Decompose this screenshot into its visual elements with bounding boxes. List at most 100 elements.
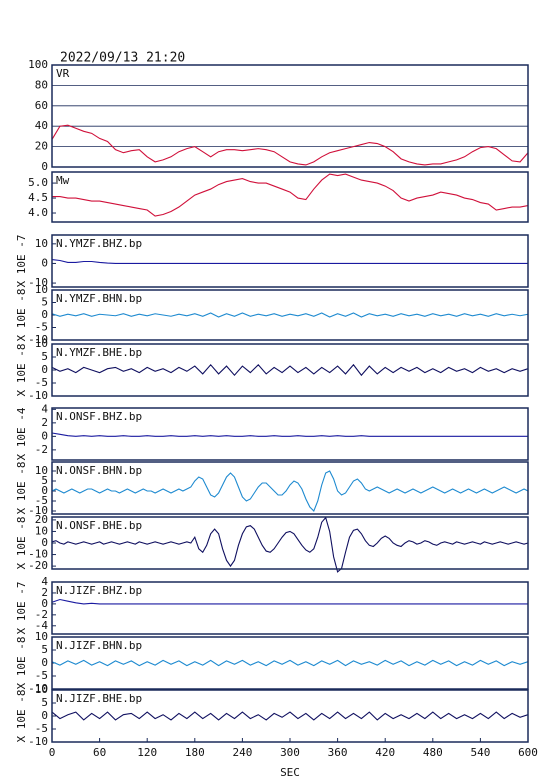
chart-title: 2022/09/13 21:20 xyxy=(60,51,185,66)
panel-label: N.ONSF.BHN.bp xyxy=(56,464,142,477)
x-tick-label: 540 xyxy=(470,746,490,759)
y-tick-label: 10 xyxy=(35,283,48,296)
trace xyxy=(51,470,529,512)
panel-label: N.YMZF.BHE.bp xyxy=(56,346,142,359)
y-tick-label: 10 xyxy=(35,683,48,696)
panel-frame xyxy=(51,581,529,635)
y-tick-label: 10 xyxy=(35,237,48,250)
y-tick-label: 2 xyxy=(41,416,48,429)
y-tick-label: -10 xyxy=(28,735,48,748)
x-tick-label: 180 xyxy=(185,746,205,759)
y-tick-label: 5.0 xyxy=(28,176,48,189)
y-axis-label: X 10E -4 xyxy=(15,407,28,460)
x-tick-label: 0 xyxy=(49,746,56,759)
x-tick-label: 600 xyxy=(518,746,538,759)
x-tick-label: 60 xyxy=(93,746,106,759)
panel-frame xyxy=(51,289,529,341)
panel-frame xyxy=(51,407,529,461)
y-axis-label: X 10E -8 xyxy=(15,462,28,515)
trace xyxy=(51,363,529,377)
y-axis-label: X 10E -8 xyxy=(15,637,28,690)
y-tick-label: 60 xyxy=(35,99,48,112)
x-tick-label: 360 xyxy=(328,746,348,759)
y-tick-label: 2 xyxy=(41,586,48,599)
panel-label: N.JIZF.BHZ.bp xyxy=(56,584,142,597)
panel-label: VR xyxy=(56,67,70,80)
y-tick-label: -5 xyxy=(35,376,48,389)
trace xyxy=(52,173,529,217)
panel-frame xyxy=(51,343,529,397)
y-axis-label: X 10E -8 xyxy=(15,517,28,570)
panel-frame xyxy=(51,636,529,690)
y-axis-label: X 10E -8 xyxy=(15,690,28,743)
y-tick-label: 20 xyxy=(35,513,48,526)
panel-frame xyxy=(51,461,529,515)
y-tick-label: -10 xyxy=(28,276,48,289)
y-tick-label: 5 xyxy=(41,296,48,309)
y-tick-label: 0 xyxy=(41,308,48,321)
trace xyxy=(51,124,529,166)
y-tick-label: -5 xyxy=(35,722,48,735)
y-tick-label: 10 xyxy=(35,630,48,643)
y-tick-label: -2 xyxy=(35,608,48,621)
y-axis-label: X 10E -7 xyxy=(15,582,28,635)
y-axis-label: X 10E -7 xyxy=(15,235,28,288)
trace xyxy=(51,258,528,264)
y-tick-label: -20 xyxy=(28,559,48,572)
y-tick-label: -10 xyxy=(28,682,48,695)
y-tick-label: 0 xyxy=(41,656,48,669)
y-tick-label: -10 xyxy=(28,548,48,561)
trace xyxy=(51,598,528,605)
y-tick-label: 20 xyxy=(35,140,48,153)
x-tick-label: 420 xyxy=(375,746,395,759)
panel-label: N.JIZF.BHN.bp xyxy=(56,639,142,652)
panel-label: N.ONSF.BHZ.bp xyxy=(56,410,142,423)
panel-label: N.ONSF.BHE.bp xyxy=(56,519,142,532)
panel-frame xyxy=(51,234,529,288)
y-tick-label: 4 xyxy=(41,402,48,415)
y-tick-label: 5 xyxy=(41,474,48,487)
y-tick-label: 0 xyxy=(41,597,48,610)
y-tick-label: 4.5 xyxy=(28,191,48,204)
y-tick-label: 0 xyxy=(41,484,48,497)
trace xyxy=(51,432,528,437)
y-tick-label: 10 xyxy=(35,337,48,350)
y-tick-label: 0 xyxy=(41,536,48,549)
y-axis-label: X 10E -8 xyxy=(15,289,28,342)
x-tick-label: 300 xyxy=(280,746,300,759)
y-tick-label: 40 xyxy=(35,119,48,132)
x-tick-label: 240 xyxy=(232,746,252,759)
y-tick-label: 0 xyxy=(41,256,48,269)
y-tick-label: 5 xyxy=(41,350,48,363)
y-axis-label: X 10E -8 xyxy=(15,344,28,397)
y-tick-label: 4 xyxy=(41,575,48,588)
y-tick-label: 0 xyxy=(41,429,48,442)
y-tick-label: -5 xyxy=(35,494,48,507)
panel-label: Mw xyxy=(56,174,70,187)
panel-frame xyxy=(51,171,529,223)
y-tick-label: -10 xyxy=(28,389,48,402)
panel-label: N.YMZF.BHZ.bp xyxy=(56,237,142,250)
x-axis-label: SEC xyxy=(280,766,300,779)
y-tick-label: 0 xyxy=(41,363,48,376)
trace xyxy=(51,516,529,573)
trace xyxy=(51,659,529,667)
trace xyxy=(51,711,529,721)
y-tick-label: -5 xyxy=(35,321,48,334)
y-tick-label: -4 xyxy=(35,619,49,632)
panel-label: N.JIZF.BHE.bp xyxy=(56,692,142,705)
y-tick-label: -10 xyxy=(28,333,48,346)
panel-frame xyxy=(51,64,529,168)
y-tick-label: -5 xyxy=(35,669,48,682)
panel-label: N.YMZF.BHN.bp xyxy=(56,292,142,305)
y-tick-label: 5 xyxy=(41,696,48,709)
trace xyxy=(51,312,529,318)
y-tick-label: 5 xyxy=(41,643,48,656)
panel-frame xyxy=(51,516,529,570)
x-tick-label: 120 xyxy=(137,746,157,759)
y-tick-label: 10 xyxy=(35,464,48,477)
y-tick-label: 100 xyxy=(28,58,48,71)
y-tick-label: -2 xyxy=(35,443,48,456)
y-tick-label: -10 xyxy=(28,504,48,517)
